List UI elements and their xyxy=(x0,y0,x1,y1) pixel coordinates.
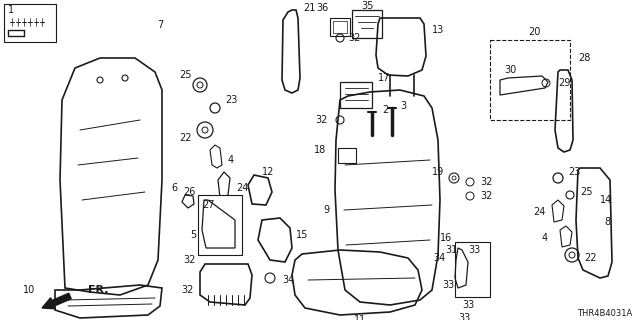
Text: 12: 12 xyxy=(262,167,274,177)
Text: 31: 31 xyxy=(445,245,457,255)
Circle shape xyxy=(197,82,203,88)
Text: 30: 30 xyxy=(504,65,516,75)
Bar xyxy=(352,10,382,38)
Text: 29: 29 xyxy=(558,78,570,88)
Text: 11: 11 xyxy=(354,315,366,320)
Text: 36: 36 xyxy=(316,3,328,13)
Circle shape xyxy=(122,75,128,81)
Text: 4: 4 xyxy=(228,155,234,165)
Text: 23: 23 xyxy=(225,95,237,105)
Text: 6: 6 xyxy=(172,183,178,193)
Bar xyxy=(338,148,356,163)
Text: 32: 32 xyxy=(480,191,492,201)
Text: 34: 34 xyxy=(434,253,446,263)
Text: 32: 32 xyxy=(316,115,328,125)
Text: THR4B4031A: THR4B4031A xyxy=(577,309,632,318)
Text: 22: 22 xyxy=(584,253,596,263)
Text: 34: 34 xyxy=(282,275,294,285)
Text: 9: 9 xyxy=(324,205,330,215)
Text: 8: 8 xyxy=(604,217,610,227)
Polygon shape xyxy=(210,145,222,168)
Text: 33: 33 xyxy=(443,280,455,290)
Text: 5: 5 xyxy=(189,230,196,240)
Text: 13: 13 xyxy=(432,25,444,35)
Text: 32: 32 xyxy=(182,285,194,295)
FancyArrow shape xyxy=(42,293,71,309)
Bar xyxy=(198,195,242,255)
Text: 22: 22 xyxy=(179,133,192,143)
Text: 24: 24 xyxy=(534,207,546,217)
Text: 32: 32 xyxy=(348,33,360,43)
Text: 26: 26 xyxy=(184,187,196,197)
Text: 4: 4 xyxy=(542,233,548,243)
Text: 18: 18 xyxy=(314,145,326,155)
Text: 17: 17 xyxy=(378,73,390,83)
Text: 33: 33 xyxy=(462,300,474,310)
Bar xyxy=(490,40,570,120)
Text: 32: 32 xyxy=(184,255,196,265)
Circle shape xyxy=(452,176,456,180)
Text: 16: 16 xyxy=(440,233,452,243)
Circle shape xyxy=(569,252,575,258)
Text: 1: 1 xyxy=(8,5,14,15)
Text: 20: 20 xyxy=(528,27,540,37)
Bar xyxy=(455,242,490,297)
Circle shape xyxy=(202,127,208,133)
Text: 7: 7 xyxy=(157,20,163,30)
Text: 3: 3 xyxy=(400,101,406,111)
Text: 33: 33 xyxy=(458,313,470,320)
Circle shape xyxy=(97,77,103,83)
Text: 28: 28 xyxy=(578,53,590,63)
Text: 33: 33 xyxy=(468,245,480,255)
Bar xyxy=(333,21,347,33)
Text: 10: 10 xyxy=(23,285,35,295)
Text: 21: 21 xyxy=(303,3,316,13)
Text: 23: 23 xyxy=(568,167,580,177)
Text: FR.: FR. xyxy=(88,285,109,295)
Text: 27: 27 xyxy=(202,200,214,210)
Text: 24: 24 xyxy=(236,183,248,193)
Bar xyxy=(340,82,372,108)
Text: 2: 2 xyxy=(382,105,388,115)
Text: 25: 25 xyxy=(179,70,192,80)
Text: 32: 32 xyxy=(480,177,492,187)
Text: 35: 35 xyxy=(362,1,374,11)
Text: 15: 15 xyxy=(296,230,308,240)
Bar xyxy=(330,18,350,36)
Text: 14: 14 xyxy=(600,195,612,205)
Text: 25: 25 xyxy=(580,187,593,197)
Text: 19: 19 xyxy=(432,167,444,177)
Bar xyxy=(4,4,56,42)
